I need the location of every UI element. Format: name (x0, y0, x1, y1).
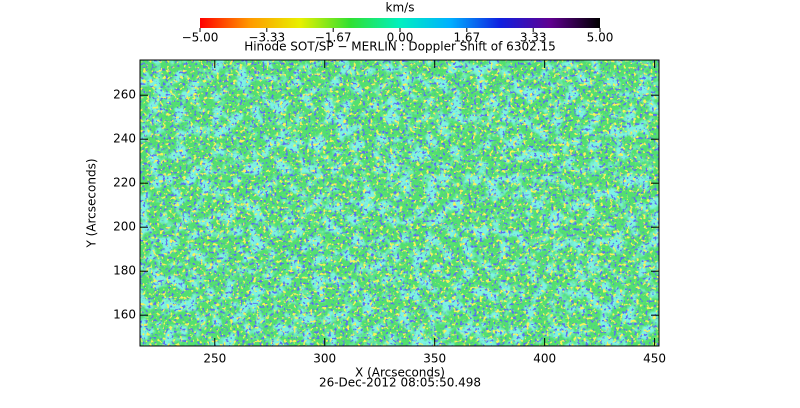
colorbar-label: km/s (386, 1, 415, 15)
doppler-map (140, 60, 659, 346)
x-tick-label: 250 (203, 352, 226, 366)
plot-frame (139, 59, 660, 347)
y-tick-label: 240 (113, 132, 136, 146)
colorbar (200, 18, 600, 28)
colorbar-tick-label: −1.67 (315, 31, 352, 45)
colorbar-tick-label: 3.33 (520, 31, 547, 45)
y-tick-label: 160 (113, 308, 136, 322)
y-tick-label: 260 (113, 88, 136, 102)
colorbar-tick-label: 5.00 (587, 31, 614, 45)
colorbar-tick-label: 1.67 (453, 31, 480, 45)
x-tick-label: 300 (313, 352, 336, 366)
x-tick-label: 450 (643, 352, 666, 366)
date-label: 26-Dec-2012 08:05:50.498 (319, 376, 481, 390)
colorbar-tick-label: 0.00 (387, 31, 414, 45)
y-tick-label: 200 (113, 220, 136, 234)
x-axis-label: X (Arcseconds) (355, 366, 445, 380)
x-tick-label: 400 (533, 352, 556, 366)
colorbar-tick-label: −5.00 (182, 31, 219, 45)
y-tick-label: 220 (113, 176, 136, 190)
y-tick-label: 180 (113, 264, 136, 278)
x-tick-label: 350 (423, 352, 446, 366)
colorbar-tick-label: −3.33 (248, 31, 285, 45)
y-axis-label: Y (Arcseconds) (85, 158, 99, 248)
chart-title: Hinode SOT/SP − MERLIN : Doppler Shift o… (244, 40, 556, 54)
